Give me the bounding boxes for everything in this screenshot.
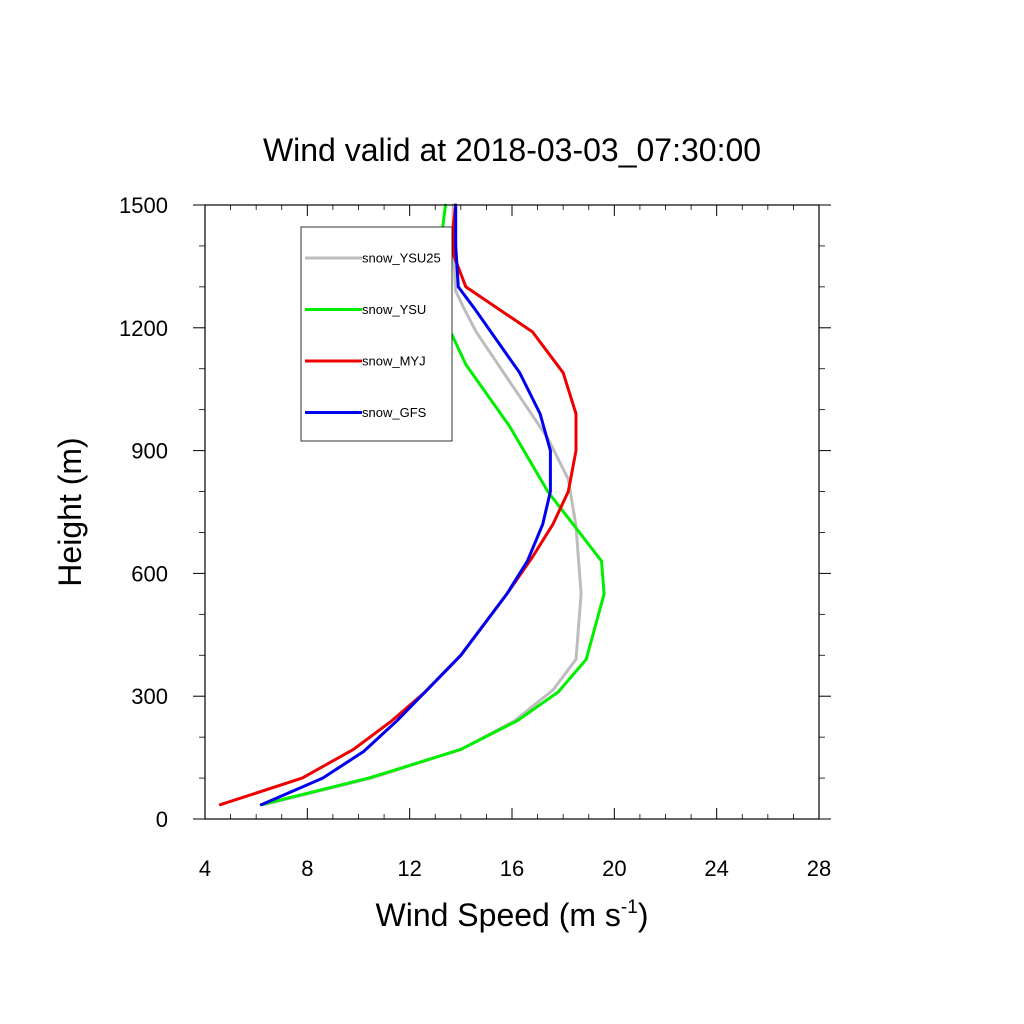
- x-tick-label: 12: [397, 856, 421, 881]
- y-tick-label: 1500: [119, 193, 168, 218]
- legend-label-snow_YSU: snow_YSU: [362, 302, 426, 317]
- x-tick-label: 24: [704, 856, 728, 881]
- legend-box: [300, 226, 453, 442]
- series-line-snow_GFS: [259, 203, 552, 807]
- y-tick-label: 0: [156, 807, 168, 832]
- y-tick-label: 600: [131, 561, 168, 586]
- x-axis-label-main: Wind Speed (m s: [376, 897, 621, 933]
- x-axis-label-superscript: -1: [621, 897, 638, 918]
- axis-ticks: 4 8 12 16 20 24 28 0 300 600 900 1200 1500: [119, 193, 831, 881]
- x-tick-label: 16: [500, 856, 524, 881]
- y-tick-label: 1200: [119, 316, 168, 341]
- x-tick-label: 8: [301, 856, 313, 881]
- x-axis-label-close: ): [638, 897, 649, 933]
- chart-title: Wind valid at 2018-03-03_07:30:00: [263, 132, 761, 168]
- x-axis-label: Wind Speed (m s-1): [376, 897, 649, 933]
- legend-label-snow_MYJ: snow_MYJ: [362, 354, 426, 369]
- legend: snow_YSU25 snow_YSU snow_MYJ snow_GFS: [300, 226, 453, 442]
- legend-label-snow_YSU25: snow_YSU25: [362, 251, 441, 266]
- x-tick-label: 4: [199, 856, 211, 881]
- plot-frame: [204, 204, 820, 820]
- y-tick-label: 900: [131, 439, 168, 464]
- y-axis-label: Height (m): [52, 437, 88, 586]
- series-line-snow_MYJ: [218, 203, 578, 807]
- y-tick-label: 300: [131, 684, 168, 709]
- legend-label-snow_GFS: snow_GFS: [362, 405, 427, 420]
- x-tick-label: 20: [602, 856, 626, 881]
- x-tick-label: 28: [807, 856, 831, 881]
